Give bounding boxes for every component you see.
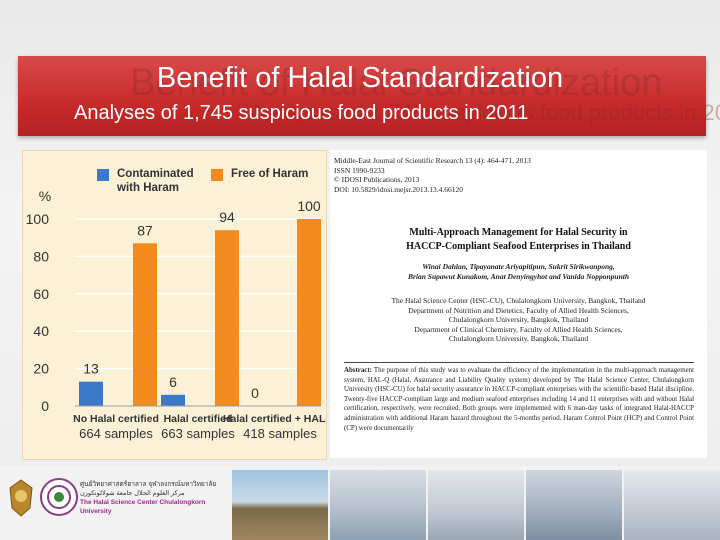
subtitle-shadow: Analyses of 1,745 suspicious food produc… [250, 100, 720, 125]
paper-authors: Winai Dahlan, Tipayanate Ariyapitipun, S… [330, 262, 707, 282]
y-tick-label: 100 [26, 211, 50, 227]
data-label: 0 [251, 385, 259, 401]
legend-swatch [97, 169, 109, 181]
paper-title-line: HACCP-Compliant Seafood Enterprises in T… [406, 241, 631, 252]
doi-line: DOI: 10.5829/idosi.mejsr.2013.13.4.66120 [334, 184, 463, 194]
bar-free-of-haram [215, 230, 239, 406]
y-tick-label: 20 [33, 361, 49, 377]
sample-size-label: 418 samples [243, 426, 317, 441]
halal-emblem-icon [47, 485, 71, 509]
paper-affiliations: The Halal Science Center (HSC-CU), Chula… [330, 296, 707, 344]
photo-lab [330, 470, 426, 540]
author-line: Brian Supawut Kunakom, Anat Denyingyhot … [407, 272, 630, 281]
paper-excerpt: Middle-East Journal of Scientific Resear… [330, 150, 707, 458]
category-label: Halal certified + HAL-Q [223, 413, 326, 425]
paper-title-line: Multi-Approach Management for Halal Secu… [409, 227, 628, 238]
slide-subtitle: Analyses of 1,745 suspicious food produc… [74, 102, 529, 124]
abstract-label: Abstract: [344, 367, 372, 374]
legend-label: with Haram [116, 182, 179, 194]
footer-photo-strip [232, 470, 720, 540]
affiliation-line: Chulalongkorn University, Bangkok, Thail… [448, 334, 589, 344]
issn-line: ISSN 1990-9233 [334, 165, 385, 175]
category-label: Halal certified [164, 413, 233, 425]
y-tick-label: 0 [41, 398, 49, 414]
journal-line: Middle-East Journal of Scientific Resear… [334, 156, 531, 165]
y-tick-label: 40 [33, 323, 49, 339]
y-tick-label: 60 [33, 286, 49, 302]
affiliation-line: The Halal Science Center (HSC-CU), Chula… [391, 296, 646, 305]
bar-free-of-haram [297, 219, 321, 406]
paper-abstract: Abstract: The purpose of this study was … [344, 366, 694, 433]
affiliation-line: Department of Nutrition and Dietetics, F… [408, 305, 629, 315]
org-name-english: The Halal Science Center Chulalongkorn U… [80, 499, 206, 515]
sample-size-label: 664 samples [79, 426, 153, 441]
data-label: 94 [219, 209, 235, 225]
photo-scientist [624, 470, 720, 540]
photo-researchers [428, 470, 524, 540]
bar-contaminated [79, 381, 103, 406]
title-shadow: Benefit of Halal Standardization [130, 62, 663, 104]
abstract-divider [344, 362, 694, 363]
organization-name: ศูนย์วิทยาศาสตร์ฮาลาล จุฬาลงกรณ์มหาวิทยา… [80, 480, 228, 516]
y-tick-label: 80 [33, 248, 49, 264]
sample-size-label: 663 samples [161, 426, 235, 441]
legend-swatch [211, 169, 223, 181]
org-name-arabic: مركز العلوم الحلال جامعة شولالونكورن [80, 490, 185, 497]
data-label: 87 [137, 222, 153, 238]
legend-label: Free of Haram [231, 168, 308, 180]
photo-lab-equipment [526, 470, 622, 540]
legend-label: Contaminated [117, 168, 194, 180]
copyright-line: © IDOSI Publications, 2013 [334, 175, 420, 184]
y-axis-label: % [39, 188, 51, 204]
data-label: 100 [297, 198, 321, 214]
author-line: Winai Dahlan, Tipayanate Ariyapitipun, S… [422, 262, 615, 271]
data-label: 6 [169, 374, 177, 390]
halal-center-logo-icon [40, 478, 78, 516]
bar-contaminated [161, 394, 185, 406]
affiliation-line: Department of Clinical Chemistry, Facult… [414, 324, 623, 334]
affiliation-line: Chulalongkorn University, Bangkok, Thail… [448, 315, 589, 325]
category-label: No Halal certified [73, 413, 159, 425]
title-banner [18, 56, 706, 136]
paper-title: Multi-Approach Management for Halal Secu… [330, 226, 707, 254]
abstract-text: The purpose of this study was to evaluat… [344, 367, 694, 432]
org-name-thai: ศูนย์วิทยาศาสตร์ฮาลาล จุฬาลงกรณ์มหาวิทยา… [80, 481, 217, 488]
chart-panel: % 0 20 40 60 80 100 Contaminated with Haram Free … [22, 150, 337, 460]
slide-title: Benefit of Halal Standardization [156, 62, 564, 94]
university-crest-icon [9, 479, 33, 517]
bar-free-of-haram [133, 243, 157, 406]
photo-building [232, 470, 328, 540]
data-label: 13 [83, 361, 99, 377]
journal-header: Middle-East Journal of Scientific Resear… [334, 156, 531, 194]
